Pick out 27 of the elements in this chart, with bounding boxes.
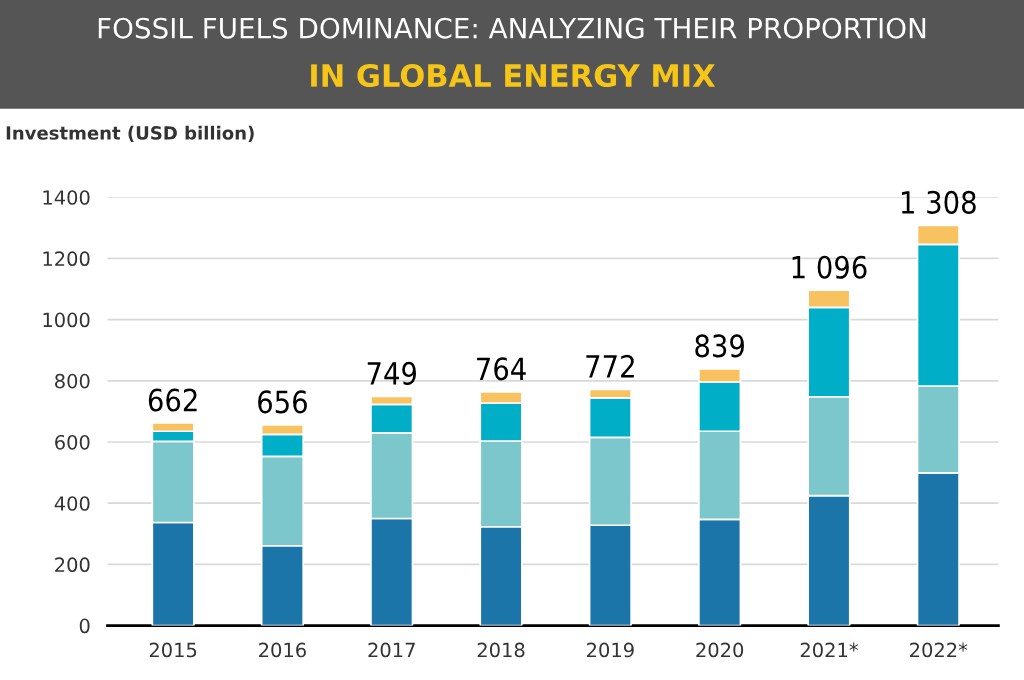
y-tick-label: 1200 <box>43 251 90 267</box>
y-tick-label: 1000 <box>43 312 90 328</box>
x-tick-label: 2022* <box>910 642 968 658</box>
chart-title: FOSSIL FUELS DOMINANCE: ANALYZING THEIR PROPORTION <box>98 17 926 39</box>
y-axis-title: Investment (USD billion) <box>6 125 254 142</box>
total-label: 839 <box>695 334 744 358</box>
x-tick-label: 2019 <box>587 642 634 658</box>
x-tick-label: 2017 <box>368 642 415 658</box>
x-tick-label: 2018 <box>477 642 525 658</box>
y-tick-label: 400 <box>54 496 90 511</box>
chart-subtitle: IN GLOBAL ENERGY MIX <box>311 63 716 88</box>
total-label: 1 308 <box>901 190 976 214</box>
y-tick-label: 800 <box>55 373 90 389</box>
total-label: 764 <box>477 357 526 381</box>
y-tick-label: 1400 <box>43 190 90 205</box>
total-label: 772 <box>586 354 634 378</box>
y-tick-label: 0 <box>79 618 90 634</box>
total-label: 656 <box>258 390 307 414</box>
x-tick-label: 2020 <box>696 642 744 658</box>
total-label: 749 <box>367 361 417 385</box>
y-tick-label: 200 <box>55 557 90 573</box>
x-tick-label: 2015 <box>149 642 197 658</box>
x-tick-label: 2016 <box>259 642 306 658</box>
y-tick-label: 600 <box>55 434 90 450</box>
total-label: 662 <box>148 388 197 412</box>
total-label: 1 096 <box>792 255 867 279</box>
x-tick-label: 2021* <box>800 642 858 658</box>
